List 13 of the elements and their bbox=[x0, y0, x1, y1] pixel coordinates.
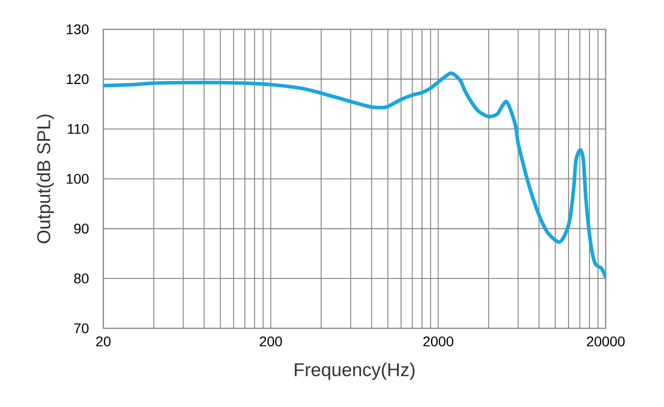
y-tick-label: 90 bbox=[74, 224, 89, 234]
x-axis-title: Frequency(Hz) bbox=[294, 362, 415, 380]
x-tick-label: 20 bbox=[96, 336, 111, 346]
x-tick-label: 2000 bbox=[423, 336, 454, 346]
y-tick-label: 80 bbox=[74, 274, 89, 284]
x-tick-label: 200 bbox=[260, 336, 282, 346]
y-tick-label: 100 bbox=[66, 174, 89, 184]
y-tick-label: 110 bbox=[68, 124, 89, 134]
y-axis-title: Output(dB SPL) bbox=[36, 114, 54, 244]
y-tick-label: 130 bbox=[66, 24, 89, 34]
y-tick-label: 120 bbox=[66, 74, 89, 84]
y-tick-label: 70 bbox=[74, 323, 89, 334]
x-tick-label: 20000 bbox=[586, 336, 625, 346]
